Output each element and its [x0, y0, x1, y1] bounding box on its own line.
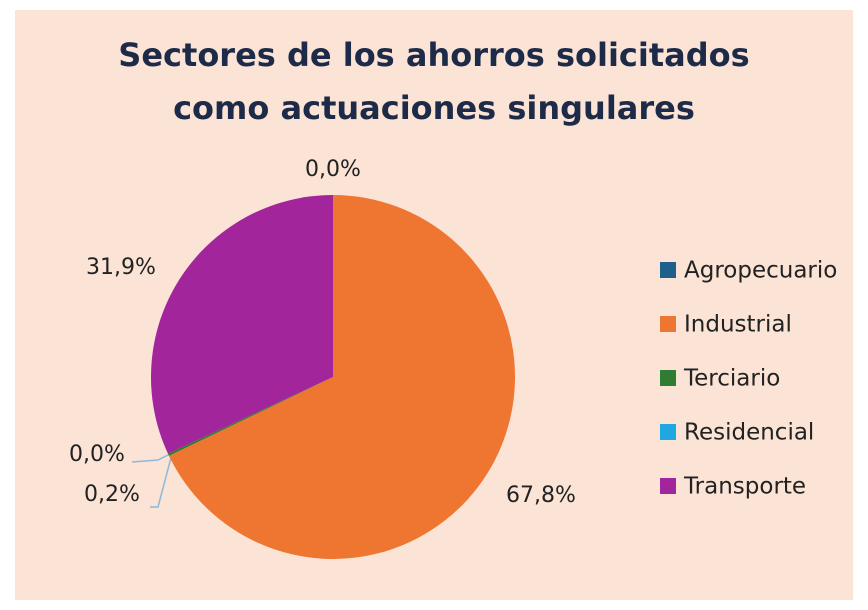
- data-label: 31,9%: [86, 255, 156, 280]
- legend-label: Transporte: [683, 474, 806, 500]
- legend-swatch: [660, 370, 676, 386]
- legend-label: Terciario: [683, 366, 780, 392]
- chart-title: como actuaciones singulares: [173, 89, 695, 127]
- legend-label: Agropecuario: [684, 258, 837, 284]
- chart-title: Sectores de los ahorros solicitados: [118, 36, 749, 74]
- leader-line: [150, 453, 173, 508]
- leader-line: [131, 452, 173, 463]
- data-label: 0,2%: [84, 482, 140, 507]
- legend-label: Industrial: [684, 312, 792, 338]
- legend-label: Residencial: [684, 420, 814, 446]
- legend-swatch: [660, 316, 676, 332]
- pie-slice: [168, 195, 515, 559]
- pie-slice: [151, 195, 333, 454]
- legend-swatch: [660, 262, 676, 278]
- data-label: 67,8%: [506, 483, 576, 508]
- legend-swatch: [660, 478, 676, 494]
- legend-swatch: [660, 424, 676, 440]
- data-label: 0,0%: [69, 442, 125, 467]
- data-label: 0,0%: [305, 157, 361, 182]
- pie-slice: [167, 377, 333, 456]
